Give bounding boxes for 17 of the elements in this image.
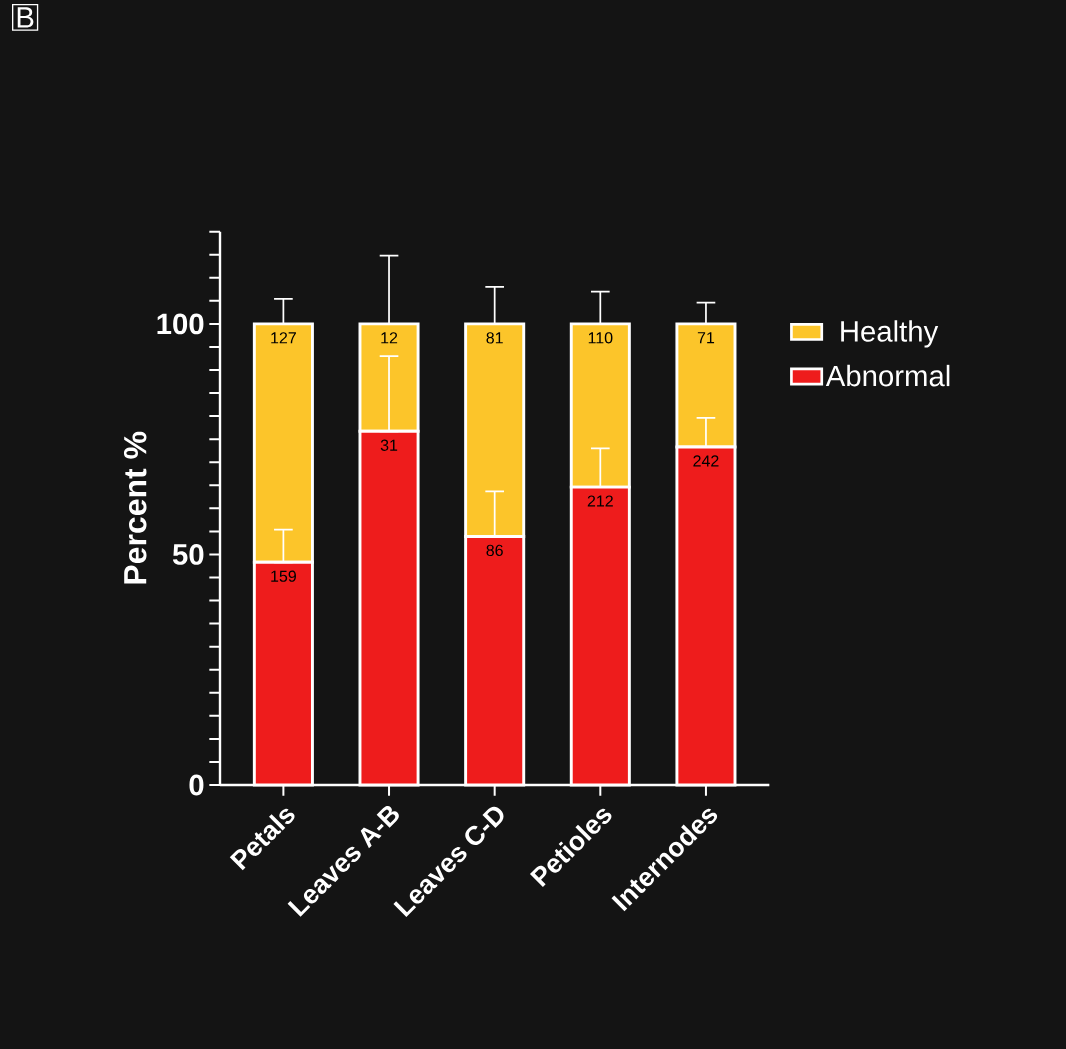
legend-label: Healthy xyxy=(841,320,939,348)
annotation: 71 xyxy=(697,332,715,344)
annotation: 31 xyxy=(380,439,398,451)
annotation: 86 xyxy=(486,544,503,557)
annotation: 242 xyxy=(693,455,719,467)
annotation: 12 xyxy=(381,332,398,344)
y-axis-title: Percent % xyxy=(123,431,147,584)
y-tick-label: 100 xyxy=(157,313,204,335)
annotation: 159 xyxy=(271,570,296,582)
text: B xyxy=(17,7,34,28)
y-tick-label: 50 xyxy=(172,544,204,565)
annotation: 110 xyxy=(588,332,613,344)
y-tick-label: 0 xyxy=(189,774,204,796)
annotation: 212 xyxy=(587,495,613,507)
legend-label: Abnormal xyxy=(825,364,950,387)
annotation: 127 xyxy=(271,332,296,344)
annotation: 81 xyxy=(486,332,503,344)
